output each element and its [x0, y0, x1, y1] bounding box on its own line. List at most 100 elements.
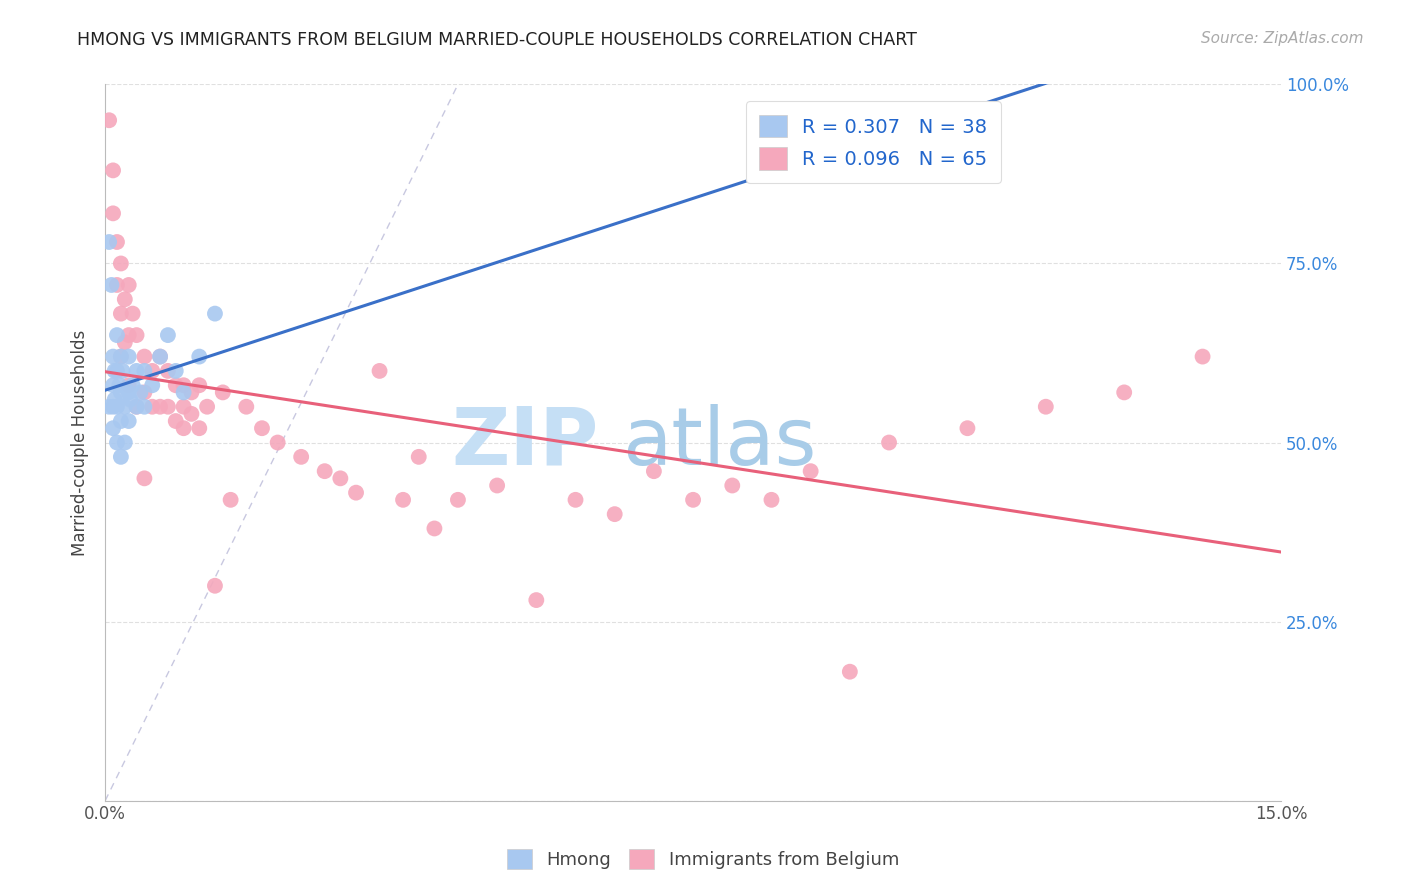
Point	[344, 485, 367, 500]
Point	[114, 435, 136, 450]
Point	[149, 350, 172, 364]
Point	[134, 385, 156, 400]
Point	[125, 328, 148, 343]
Point	[101, 421, 124, 435]
Point	[105, 364, 128, 378]
Point	[188, 350, 211, 364]
Point	[118, 385, 141, 400]
Point	[134, 471, 156, 485]
Point	[721, 478, 744, 492]
Point	[125, 400, 148, 414]
Point	[104, 392, 127, 407]
Point	[838, 665, 860, 679]
Point	[110, 414, 132, 428]
Point	[110, 307, 132, 321]
Point	[800, 464, 823, 478]
Text: atlas: atlas	[623, 403, 817, 482]
Point	[877, 435, 900, 450]
Point	[368, 364, 391, 378]
Point	[173, 421, 195, 435]
Point	[118, 350, 141, 364]
Point	[290, 450, 312, 464]
Point	[219, 492, 242, 507]
Point	[180, 407, 202, 421]
Point	[110, 385, 132, 400]
Point	[643, 464, 665, 478]
Point	[101, 163, 124, 178]
Point	[156, 328, 179, 343]
Point	[141, 400, 163, 414]
Point	[141, 364, 163, 378]
Point	[195, 400, 218, 414]
Point	[156, 400, 179, 414]
Point	[156, 364, 179, 378]
Point	[121, 378, 143, 392]
Point	[108, 378, 131, 392]
Point	[1114, 385, 1136, 400]
Point	[101, 400, 124, 414]
Point	[165, 378, 187, 392]
Point	[125, 364, 148, 378]
Point	[180, 385, 202, 400]
Point	[314, 464, 336, 478]
Point	[110, 450, 132, 464]
Point	[114, 335, 136, 350]
Point	[110, 256, 132, 270]
Point	[165, 364, 187, 378]
Point	[564, 492, 586, 507]
Point	[105, 328, 128, 343]
Point	[104, 364, 127, 378]
Point	[105, 277, 128, 292]
Point	[486, 478, 509, 492]
Point	[761, 492, 783, 507]
Point	[121, 307, 143, 321]
Point	[105, 235, 128, 249]
Point	[329, 471, 352, 485]
Point	[98, 400, 121, 414]
Point	[118, 414, 141, 428]
Point	[141, 378, 163, 392]
Point	[114, 400, 136, 414]
Point	[1191, 350, 1213, 364]
Point	[173, 378, 195, 392]
Point	[235, 400, 257, 414]
Point	[408, 450, 430, 464]
Point	[114, 293, 136, 307]
Point	[423, 521, 446, 535]
Point	[204, 307, 226, 321]
Point	[1035, 400, 1057, 414]
Point	[682, 492, 704, 507]
Point	[118, 277, 141, 292]
Point	[211, 385, 233, 400]
Point	[110, 350, 132, 364]
Point	[134, 364, 156, 378]
Point	[447, 492, 470, 507]
Point	[100, 277, 122, 292]
Point	[173, 400, 195, 414]
Point	[118, 378, 141, 392]
Point	[105, 435, 128, 450]
Legend: Hmong, Immigrants from Belgium: Hmong, Immigrants from Belgium	[498, 839, 908, 879]
Point	[101, 350, 124, 364]
Text: HMONG VS IMMIGRANTS FROM BELGIUM MARRIED-COUPLE HOUSEHOLDS CORRELATION CHART: HMONG VS IMMIGRANTS FROM BELGIUM MARRIED…	[77, 31, 917, 49]
Point	[603, 507, 626, 521]
Text: Source: ZipAtlas.com: Source: ZipAtlas.com	[1201, 31, 1364, 46]
Point	[110, 350, 132, 364]
Point	[204, 579, 226, 593]
Point	[101, 206, 124, 220]
Point	[250, 421, 273, 435]
Point	[173, 385, 195, 400]
Point	[188, 378, 211, 392]
Point	[105, 400, 128, 414]
Text: ZIP: ZIP	[451, 403, 599, 482]
Point	[266, 435, 288, 450]
Point	[98, 113, 121, 128]
Point	[392, 492, 415, 507]
Point	[149, 350, 172, 364]
Y-axis label: Married-couple Households: Married-couple Households	[72, 329, 89, 556]
Point	[956, 421, 979, 435]
Point	[129, 385, 152, 400]
Point	[149, 400, 172, 414]
Point	[111, 364, 134, 378]
Point	[120, 392, 142, 407]
